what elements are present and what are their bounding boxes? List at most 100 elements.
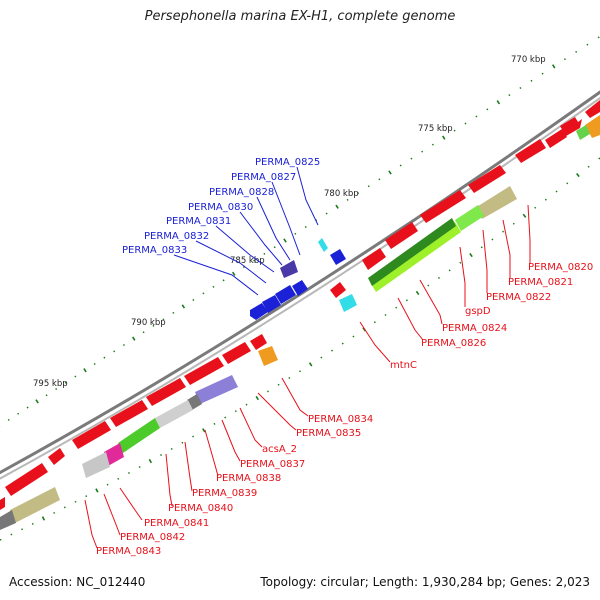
gene-label-perma-0831[interactable]: PERMA_0831 [166, 216, 231, 227]
gene-label-perma-0840[interactable]: PERMA_0840 [168, 503, 233, 514]
scale-tick [21, 528, 24, 531]
scale-tick [93, 362, 96, 365]
gene-label-perma-0830[interactable]: PERMA_0830 [188, 202, 253, 213]
gene-arrow[interactable] [184, 357, 224, 385]
scale-tick [83, 368, 87, 373]
gene-arrow[interactable] [330, 249, 346, 265]
gene-label-perma-0822[interactable]: PERMA_0822 [486, 292, 551, 303]
gene-arrow[interactable] [275, 285, 296, 304]
gene-arrow[interactable] [146, 378, 186, 406]
scale-tick [283, 238, 287, 243]
scale-tick [597, 36, 600, 39]
scale-tick [491, 238, 494, 241]
gene-label-acsa-2[interactable]: acsA_2 [262, 444, 297, 455]
gene-arrow[interactable] [468, 165, 506, 193]
gene-arrow[interactable] [545, 129, 567, 148]
gene-label-perma-0828[interactable]: PERMA_0828 [209, 187, 274, 198]
gene-label-perma-0835[interactable]: PERMA_0835 [296, 428, 361, 439]
scale-tick [304, 226, 307, 229]
scale-tick [142, 331, 145, 334]
gene-arrow[interactable] [222, 342, 251, 364]
gene-label-perma-0826[interactable]: PERMA_0826 [421, 338, 486, 349]
gene-label-perma-0832[interactable]: PERMA_0832 [144, 231, 209, 242]
gene-label-perma-0842[interactable]: PERMA_0842 [120, 532, 185, 543]
scale-tick [586, 43, 589, 46]
gene-label-perma-0834[interactable]: PERMA_0834 [308, 414, 373, 425]
scale-tick [475, 115, 478, 118]
scale-tick [103, 356, 106, 359]
gene-label-perma-0833[interactable]: PERMA_0833 [122, 245, 187, 256]
gene-arrow[interactable] [72, 421, 111, 449]
scale-tick [320, 356, 323, 359]
gene-arrow[interactable] [5, 463, 48, 496]
scale-tick [117, 477, 120, 480]
scale-tick [294, 232, 297, 235]
gene-label-perma-0821[interactable]: PERMA_0821 [508, 277, 573, 288]
scale-tick [95, 488, 99, 493]
accession-text: Accession: NC_012440 [9, 575, 146, 589]
gene-arrow[interactable] [0, 497, 5, 510]
gene-label-mtnc[interactable]: mtnC [390, 360, 417, 371]
gene-label-perma-0824[interactable]: PERMA_0824 [442, 323, 507, 334]
gene-label-perma-0825[interactable]: PERMA_0825 [255, 157, 320, 168]
gene-arrow[interactable] [515, 139, 546, 163]
scale-tick [486, 108, 489, 111]
scale-tick [277, 383, 280, 386]
scale-tick [202, 292, 205, 295]
scale-tick [85, 495, 88, 498]
scale-tick [352, 335, 355, 338]
reverse-genes [250, 249, 346, 320]
gene-arrow[interactable] [560, 117, 582, 136]
scale-tick [551, 64, 556, 69]
scale-tick [357, 192, 360, 195]
scale-tick [63, 506, 66, 509]
scale-tick [384, 313, 387, 316]
scale-tick [231, 271, 236, 276]
scale-label-775: 775 kbp [418, 124, 453, 134]
gene-label-perma-0820[interactable]: PERMA_0820 [528, 262, 593, 273]
scale-tick [325, 212, 328, 215]
map-title: Persephonella marina EX-H1, complete gen… [144, 9, 456, 24]
scale-tick [464, 122, 467, 125]
scale-tick [459, 261, 462, 264]
gene-arrow[interactable] [330, 282, 346, 298]
scale-tick [395, 306, 398, 309]
gene-arrow[interactable] [292, 280, 308, 296]
gene-label-perma-0827[interactable]: PERMA_0827 [231, 172, 296, 183]
scale-tick [522, 213, 527, 218]
scale-tick [162, 318, 165, 321]
gene-arrow[interactable] [420, 190, 466, 223]
scale-tick [224, 416, 227, 419]
scale-tick [181, 304, 186, 309]
gene-arrow[interactable] [48, 448, 65, 465]
scale-tick [17, 412, 20, 415]
scale-tick [122, 343, 125, 347]
scale-label-790: 790 kbp [131, 318, 166, 328]
scale-tick [410, 157, 413, 160]
gene-label-perma-0841[interactable]: PERMA_0841 [144, 518, 209, 529]
gene-arrow[interactable] [250, 303, 268, 320]
scale-tick [469, 252, 473, 258]
gene-arrow[interactable] [585, 100, 600, 118]
scale-tick [106, 483, 109, 486]
gene-label-perma-0837[interactable]: PERMA_0837 [240, 459, 305, 470]
gene-label-perma-0839[interactable]: PERMA_0839 [192, 488, 257, 499]
scale-tick [10, 533, 13, 536]
gene-arrow[interactable] [250, 334, 267, 350]
scale-tick [541, 72, 544, 75]
scale-label-785: 785 kbp [230, 256, 265, 266]
gene-label-gspd[interactable]: gspD [465, 306, 491, 317]
scale-tick [453, 129, 456, 132]
scale-tick [74, 500, 77, 503]
scale-tick [202, 428, 206, 433]
gene-arrow[interactable] [262, 295, 281, 313]
scale-tick [26, 406, 29, 409]
gene-label-perma-0843[interactable]: PERMA_0843 [96, 546, 161, 557]
gene-arrow[interactable] [110, 400, 148, 427]
gene-arrow[interactable] [362, 248, 386, 270]
scale-tick [341, 342, 344, 345]
scale-tick [266, 390, 269, 393]
scale-tick [373, 321, 376, 324]
gene-arrow[interactable] [385, 222, 418, 249]
gene-label-perma-0838[interactable]: PERMA_0838 [216, 473, 281, 484]
